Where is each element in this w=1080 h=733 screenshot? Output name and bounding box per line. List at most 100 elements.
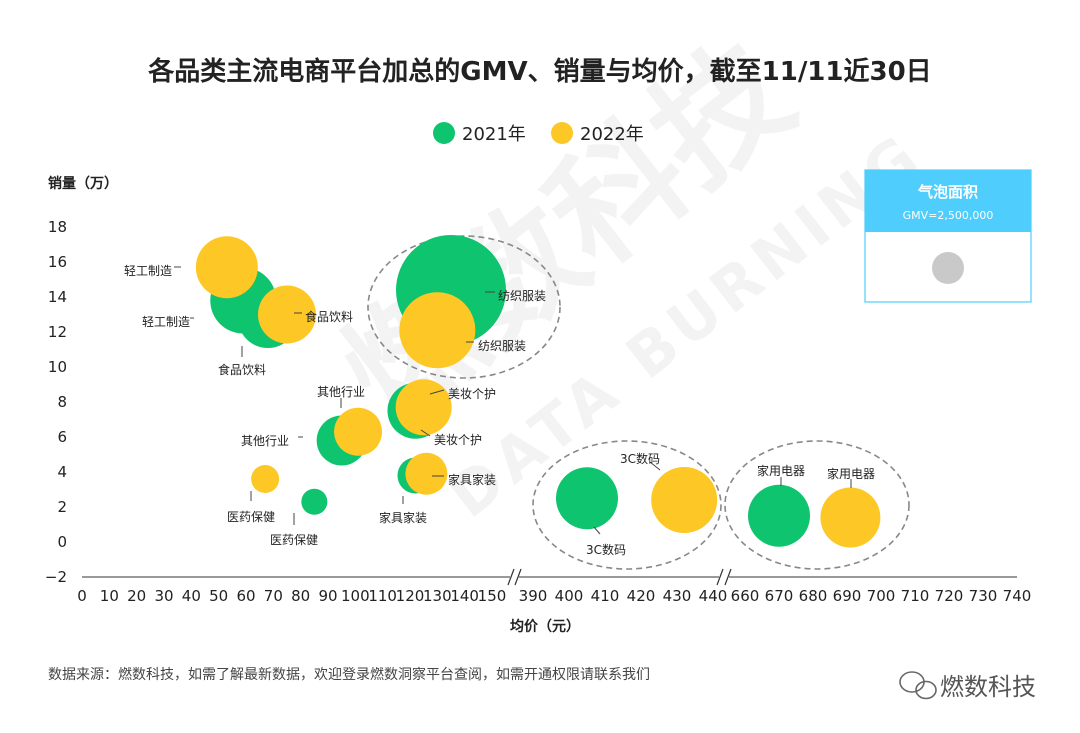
x-tick-label: 720 [935,587,964,605]
bubble-2021 [301,488,328,515]
bubbles [195,235,881,548]
legend-label-2021: 2021年 [462,124,526,145]
y-tick-label: 4 [57,463,67,481]
brand-name: 燃数科技 [940,673,1036,701]
axis-break-mark [507,568,515,586]
x-tick-label: 740 [1003,587,1032,605]
bubble-label: 轻工制造 [142,315,190,329]
x-tick-label: 710 [901,587,930,605]
chart-title: 各品类主流电商平台加总的GMV、销量与均价，截至11/11近30日 [147,56,931,87]
y-tick-label: 8 [57,393,67,411]
bubble-label: 美妆个护 [434,433,482,447]
y-tick-label: 6 [57,428,67,446]
bubble-2022 [334,407,383,456]
bubble-label: 其他行业 [317,385,365,399]
legend-swatch-2021 [433,122,455,144]
y-tick-label: −2 [45,568,67,586]
group-ellipse-textile [367,235,561,379]
brand-mark: 燃数科技 [899,671,1036,701]
label-leader-line [429,389,445,395]
y-tick-labels: 18 16 14 12 10 8 6 4 2 0 −2 [45,218,67,586]
bubble-2022 [258,285,316,344]
x-tick-label: 410 [591,587,620,605]
x-tick-label: 10 [100,587,119,605]
y-tick-label: 12 [48,323,67,341]
bubble-size-legend: 气泡面积 GMV=2,500,000 [864,169,1032,303]
x-tick-label: 420 [627,587,656,605]
bubble-label: 医药保健 [270,533,318,547]
label-leader-line [649,461,661,471]
x-tick-label: 140 [450,587,479,605]
x-tick-label: 80 [291,587,310,605]
group-ellipse-3c [532,440,722,570]
bubble-label: 家用电器 [827,466,875,481]
x-axis-title: 均价（元） [510,618,580,635]
bubble-legend-header [865,170,1031,232]
x-tick-label: 120 [396,587,425,605]
bubble-label: 轻工制造 [124,264,172,278]
bubble-label: 美妆个护 [448,387,496,401]
x-tick-label: 50 [209,587,228,605]
bubble-2022 [195,236,258,299]
x-tick-label: 90 [318,587,337,605]
label-leader-line [593,526,601,535]
x-tick-label: 60 [236,587,255,605]
y-tick-label: 0 [57,533,67,551]
x-tick-label: 20 [127,587,146,605]
label-leader-line [420,429,431,437]
y-tick-label: 2 [57,498,67,516]
bubble-2022 [399,292,476,369]
x-tick-label: 680 [799,587,828,605]
x-tick-label: 660 [731,587,760,605]
bubble-labels: 轻工制造食品饮料纺织服装美妆个护其他行业家具家装医药保健3C数码家用电器轻工制造… [124,264,875,557]
x-tick-label: 440 [699,587,728,605]
x-tick-label: 150 [478,587,507,605]
bubble-label: 食品饮料 [218,362,266,377]
bubble-legend-subtitle: GMV=2,500,000 [903,209,994,222]
x-tick-label: 110 [368,587,397,605]
bubble-label: 家具家装 [379,510,427,525]
bubble-legend-reference [932,252,964,284]
legend: 2021年 2022年 [433,122,644,145]
legend-swatch-2022 [551,122,573,144]
bubble-2021 [748,484,810,547]
y-tick-label: 18 [48,218,67,236]
group-ellipses [367,235,910,570]
y-tick-label: 14 [48,288,67,306]
x-tick-label: 40 [182,587,201,605]
bubble-legend-title: 气泡面积 [917,183,978,201]
bubble-2022 [820,487,881,548]
x-tick-label: 730 [969,587,998,605]
x-tick-label: 70 [264,587,283,605]
legend-label-2022: 2022年 [580,124,644,145]
x-tick-label: 690 [833,587,862,605]
x-tick-label: 100 [341,587,370,605]
axis-break-mark [724,568,732,586]
bubble-2022 [651,467,718,533]
bubble-label: 食品饮料 [305,309,353,324]
bubble-label: 其他行业 [241,434,289,448]
x-tick-label: 390 [519,587,548,605]
x-tick-label: 700 [867,587,896,605]
x-tick-label: 430 [663,587,692,605]
x-tick-label: 0 [77,587,87,605]
x-tick-label: 130 [423,587,452,605]
bubble-label: 3C数码 [620,451,660,466]
axis-break-mark [514,568,522,586]
y-tick-label: 16 [48,253,67,271]
bubble-label: 家用电器 [757,463,805,478]
x-tick-label: 30 [154,587,173,605]
x-axis [82,568,1017,586]
group-ellipse-appliance [724,440,910,570]
bubble-label: 医药保健 [227,510,275,524]
axis-break-mark [716,568,724,586]
y-tick-label: 10 [48,358,67,376]
wechat-icon [899,671,937,700]
bubble-2022 [395,379,452,436]
bubble-2022 [251,465,280,493]
bubble-label: 3C数码 [586,542,626,557]
bubble-2021 [556,467,618,530]
source-note: 数据来源：燃数科技，如需了解最新数据，欢迎登录燃数洞察平台查阅，如需开通权限请联… [48,666,650,683]
bubble-label: 纺织服装 [498,289,546,303]
y-axis-title: 销量（万） [48,175,118,192]
